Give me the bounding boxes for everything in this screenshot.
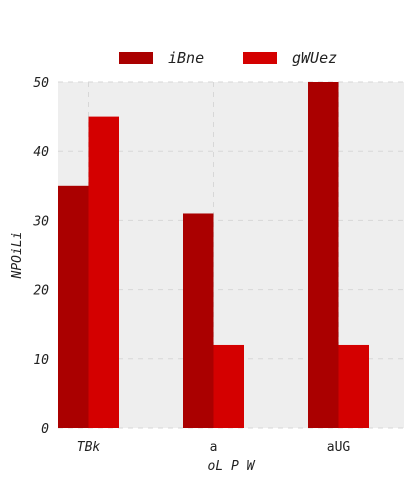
y-tick-label: 10 xyxy=(33,353,49,368)
y-tick-label: 0 xyxy=(41,422,49,437)
x-tick-label: aUG xyxy=(327,440,351,455)
x-tick-label: TBk xyxy=(77,440,101,455)
y-tick-label: 30 xyxy=(32,214,49,229)
legend-swatch xyxy=(119,52,153,64)
y-axis-label: NPOiLi xyxy=(10,232,25,280)
bar-iBne-a xyxy=(183,213,214,428)
x-axis-ticks: TBk a aUG xyxy=(77,440,351,455)
x-tick-label: a xyxy=(210,440,218,455)
legend-swatch xyxy=(243,52,277,64)
legend-label: gWUez xyxy=(292,49,337,67)
bars xyxy=(58,82,369,428)
legend-label: iBne xyxy=(168,49,204,67)
x-axis-label: oL P W xyxy=(208,459,256,474)
y-tick-label: 40 xyxy=(33,145,49,160)
bar-iBne-aUG xyxy=(308,82,339,428)
bar-gWUez-TBk xyxy=(88,116,119,428)
y-axis-ticks: 0 10 20 30 40 50 xyxy=(32,76,49,437)
bar-gWUez-a xyxy=(213,344,244,428)
bar-gWUez-aUG xyxy=(338,344,369,428)
y-tick-label: 20 xyxy=(33,284,49,299)
bar-iBne-TBk xyxy=(58,185,89,428)
legend: iBne gWUez xyxy=(119,49,337,67)
y-tick-label: 50 xyxy=(33,76,49,91)
